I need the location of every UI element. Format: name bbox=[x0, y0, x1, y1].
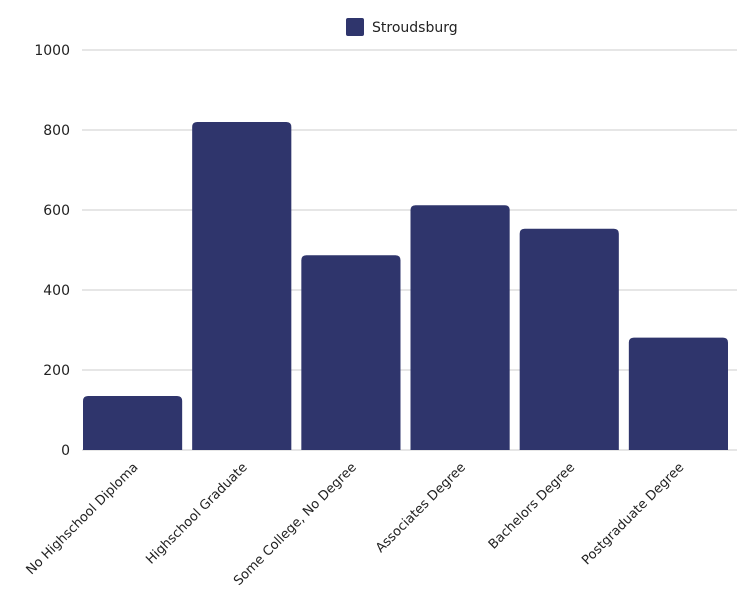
x-category-label: Bachelors Degree bbox=[486, 460, 578, 552]
x-category-label: No Highschool Diploma bbox=[24, 460, 142, 578]
bar[interactable] bbox=[519, 228, 619, 450]
legend-label[interactable]: Stroudsburg bbox=[372, 20, 458, 36]
x-axis-category-labels: No Highschool Diploma Highschool Graduate… bbox=[24, 460, 688, 589]
legend[interactable]: Stroudsburg bbox=[346, 18, 458, 36]
y-gridlines bbox=[82, 49, 737, 451]
y-tick-label: 400 bbox=[43, 283, 70, 299]
bar[interactable] bbox=[301, 255, 401, 450]
bar[interactable] bbox=[192, 122, 292, 450]
x-category-label: Some College, No Degree bbox=[231, 460, 360, 589]
legend-swatch[interactable] bbox=[346, 18, 364, 36]
bar[interactable] bbox=[83, 396, 183, 450]
x-category-label: Postgraduate Degree bbox=[579, 460, 687, 568]
y-tick-label: 800 bbox=[43, 123, 70, 139]
x-category-label: Associates Degree bbox=[373, 460, 469, 556]
y-tick-label: 1000 bbox=[34, 43, 70, 59]
bar[interactable] bbox=[410, 205, 510, 450]
x-category-label: Highschool Graduate bbox=[143, 460, 250, 567]
y-tick-label: 0 bbox=[61, 443, 70, 459]
y-axis-tick-labels: 0 200 400 600 800 1000 bbox=[34, 43, 70, 459]
bar[interactable] bbox=[628, 337, 728, 450]
y-tick-label: 200 bbox=[43, 363, 70, 379]
bars bbox=[83, 122, 728, 450]
y-tick-label: 600 bbox=[43, 203, 70, 219]
